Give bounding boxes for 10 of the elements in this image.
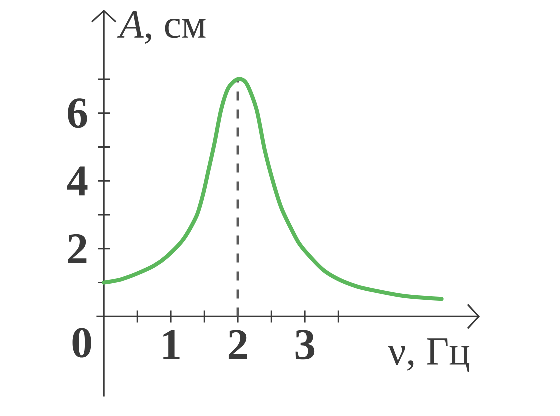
x-tick-label: 2 <box>228 330 248 360</box>
y-axis-title: A, см <box>117 12 206 44</box>
y-tick-label: 4 <box>67 166 88 196</box>
y-tick-label: 6 <box>68 98 88 128</box>
line-series <box>102 77 444 302</box>
x-tick-label: 0 <box>72 328 92 358</box>
x-tick-label: 1 <box>164 330 180 360</box>
y-tick-label: 2 <box>68 234 87 264</box>
x-tick-label: 3 <box>296 330 315 360</box>
x-axis-title: ν, Гц <box>388 338 470 372</box>
